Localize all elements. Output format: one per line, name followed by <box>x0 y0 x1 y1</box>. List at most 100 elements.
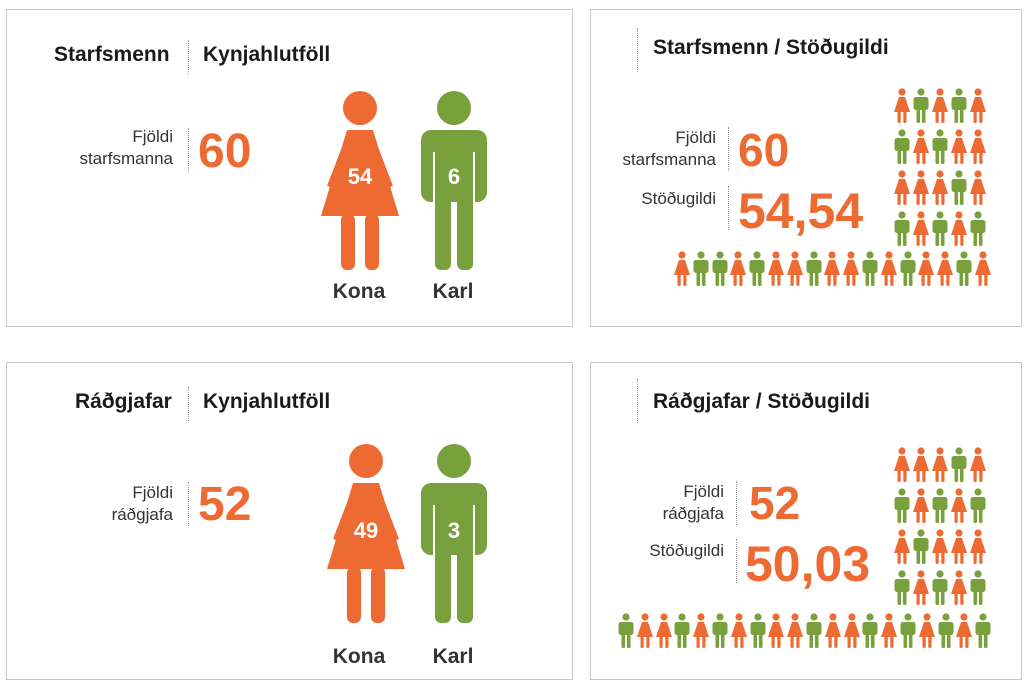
fte-label: Stöðugildi <box>649 541 724 560</box>
male-person-icon <box>970 570 986 605</box>
male-person-icon <box>749 251 765 286</box>
count-label-line1: Fjöldi <box>132 483 173 502</box>
female-person-icon <box>786 251 803 286</box>
male-person-icon <box>932 488 948 523</box>
male-person-icon <box>970 211 986 246</box>
female-person-icon <box>894 447 910 482</box>
female-person-icon <box>937 251 954 286</box>
female-person-icon <box>951 529 967 564</box>
male-person-icon <box>618 613 634 648</box>
female-person-icon <box>951 211 967 246</box>
female-person-icon <box>824 251 841 286</box>
divider <box>188 40 189 74</box>
female-person-icon <box>932 447 948 482</box>
female-person-icon <box>951 129 967 164</box>
male-person-icon <box>750 613 766 648</box>
female-person-icon <box>932 529 948 564</box>
female-person-icon <box>843 613 860 648</box>
female-person-icon <box>894 88 910 123</box>
female-person-icon <box>768 613 785 648</box>
female-person-icon <box>636 613 653 648</box>
female-person-icon <box>970 447 986 482</box>
female-person-icon <box>970 88 986 123</box>
count-label-line1: Fjöldi <box>132 127 173 146</box>
icon-bottom-row <box>673 251 993 291</box>
count-label-line2: starfsmanna <box>622 150 716 169</box>
female-person-icon <box>913 488 929 523</box>
female-person-icon <box>730 613 747 648</box>
female-person-icon <box>693 613 710 648</box>
panel-title: Ráðgjafar / Stöðugildi <box>653 390 871 413</box>
female-person-icon <box>913 129 929 164</box>
female-person-icon <box>918 613 935 648</box>
male-person-icon <box>951 447 967 482</box>
female-person-icon <box>730 251 747 286</box>
divider <box>188 128 189 172</box>
icon-grid <box>893 447 993 613</box>
female-person-icon <box>880 251 897 286</box>
panel-left-title: Starfsmenn <box>54 43 170 66</box>
female-person-icon <box>970 129 986 164</box>
male-person-icon <box>932 129 948 164</box>
male-person-icon <box>932 570 948 605</box>
male-person-icon <box>956 251 972 286</box>
count-label: Fjöldi ráðgjafa <box>112 482 173 526</box>
icon-bottom-row <box>617 613 993 653</box>
male-label: Karl <box>432 645 474 668</box>
female-person-icon <box>918 251 935 286</box>
count-value: 52 <box>198 478 252 531</box>
panel-title: Starfsmenn / Stöðugildi <box>653 36 889 59</box>
female-person-icon <box>894 170 910 205</box>
male-figure <box>419 90 489 270</box>
female-person-icon <box>824 613 841 648</box>
icon-grid <box>893 88 993 254</box>
male-person-icon <box>806 613 822 648</box>
female-person-icon <box>951 488 967 523</box>
female-person-icon <box>913 211 929 246</box>
divider <box>728 186 729 230</box>
count-label: Fjöldi starfsmanna <box>622 127 716 171</box>
panel-radgjafar-gender: Ráðgjafar Kynjahlutföll Fjöldi ráðgjafa … <box>6 362 573 680</box>
count-label-line1: Fjöldi <box>675 128 716 147</box>
male-person-icon <box>806 251 822 286</box>
panel-radgjafar-fte: Ráðgjafar / Stöðugildi Fjöldi ráðgjafa 5… <box>590 362 1022 680</box>
male-count: 3 <box>447 518 461 543</box>
male-person-icon <box>674 613 690 648</box>
female-person-icon <box>768 251 784 286</box>
female-person-icon <box>843 251 860 286</box>
fte-value: 50,03 <box>745 536 871 592</box>
male-person-icon <box>913 88 929 123</box>
panel-right-title: Kynjahlutföll <box>203 43 331 66</box>
female-person-icon <box>913 170 929 205</box>
divider <box>188 387 189 421</box>
male-person-icon <box>900 613 916 648</box>
female-person-icon <box>787 613 804 648</box>
count-label: Fjöldi starfsmanna <box>79 126 173 170</box>
female-person-icon <box>894 529 910 564</box>
female-person-icon <box>881 613 898 648</box>
male-person-icon <box>975 613 991 648</box>
divider <box>637 379 638 423</box>
male-person-icon <box>951 170 967 205</box>
male-person-icon <box>970 488 986 523</box>
male-person-icon <box>894 211 910 246</box>
divider <box>637 28 638 72</box>
female-person-icon <box>913 570 929 605</box>
male-person-icon <box>894 570 910 605</box>
divider <box>188 482 189 526</box>
female-count: 54 <box>347 164 373 189</box>
female-person-icon <box>932 88 948 123</box>
male-person-icon <box>938 613 954 648</box>
count-label-line1: Fjöldi <box>683 482 724 501</box>
fte-label: Stöðugildi <box>641 189 716 208</box>
female-person-icon <box>970 529 986 564</box>
female-label: Kona <box>332 280 386 303</box>
male-label: Karl <box>432 280 474 303</box>
divider <box>736 539 737 583</box>
female-figure <box>325 443 407 623</box>
male-person-icon <box>712 613 728 648</box>
female-person-icon <box>970 170 986 205</box>
female-person-icon <box>974 251 991 286</box>
count-value: 52 <box>749 477 801 529</box>
male-person-icon <box>900 251 916 286</box>
